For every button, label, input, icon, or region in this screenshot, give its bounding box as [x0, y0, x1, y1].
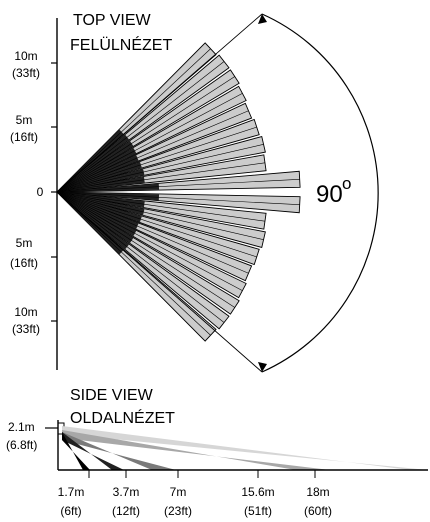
tick-label-33ft-top: (33ft) [12, 66, 40, 80]
mount-height-ft: (6.8ft) [6, 438, 37, 452]
detection-beam [56, 170, 301, 193]
detection-beam-centerline [56, 93, 243, 193]
tick-label-16ft-bottom: (16ft) [10, 256, 38, 270]
tick-label-5m-top: 5m [16, 113, 33, 127]
detection-beam-core [57, 192, 134, 244]
detection-beam-centerline [56, 191, 257, 258]
detection-fan [56, 42, 301, 342]
detection-beam [56, 191, 301, 214]
detection-beam-centerline [56, 48, 211, 193]
detection-beam-core [57, 161, 142, 192]
detection-beam-centerline [56, 162, 265, 193]
detection-beam-core [57, 192, 139, 229]
top-view-title-en: TOP VIEW [73, 12, 152, 29]
side-beam-18m [62, 426, 428, 470]
detection-beam-core [57, 155, 139, 192]
distance-12ft: (12ft) [112, 504, 140, 518]
detection-beam-centerline [56, 191, 235, 308]
detection-beam-centerline [56, 191, 264, 240]
detection-beam-centerline [56, 191, 265, 222]
distance-7m: 7m [170, 485, 187, 499]
distance-23ft: (23ft) [164, 504, 192, 518]
angle-label-backing [312, 172, 354, 208]
detection-beam-core [57, 169, 145, 192]
detection-beam-core [57, 192, 160, 201]
angle-leg-top [56, 13, 263, 193]
detection-beam-centerline [56, 191, 249, 274]
angle-value: 90 [316, 181, 343, 208]
detection-beam-centerline [56, 191, 243, 291]
distance-6ft: (6ft) [60, 504, 81, 518]
tick-label-5m-bottom: 5m [16, 236, 33, 250]
detection-beam-centerline [56, 191, 211, 336]
tick-label-10m-bottom: 10m [14, 305, 37, 319]
angle-leg-bottom [56, 191, 263, 373]
angle-arrow-bottom [258, 362, 267, 372]
detection-beam-centerline [56, 191, 300, 206]
tick-label-zero: 0 [37, 185, 44, 199]
distance-15-6m: 15.6m [241, 485, 274, 499]
detection-beam-core [57, 192, 137, 237]
detection-beam-centerline [56, 144, 264, 193]
tick-label-33ft-bottom: (33ft) [12, 322, 40, 336]
distance-18m: 18m [306, 485, 329, 499]
detection-beam-centerline [56, 178, 300, 193]
tick-label-10m-top: 10m [14, 49, 37, 63]
detection-beam-centerline [56, 110, 249, 193]
distance-1-7m: 1.7m [58, 485, 85, 499]
detection-beam-core [57, 183, 160, 192]
detection-beam-core [57, 192, 142, 223]
detection-beam-centerline [56, 191, 225, 323]
distance-51ft: (51ft) [244, 504, 272, 518]
detection-beam-centerline [56, 76, 235, 193]
distance-3-7m: 3.7m [113, 485, 140, 499]
tick-label-16ft-top: (16ft) [10, 130, 38, 144]
detection-beam-centerline [56, 126, 257, 193]
detection-beam-core [57, 176, 145, 192]
mount-height-m: 2.1m [8, 420, 35, 434]
top-view: TOP VIEW FELÜLNÉZET 10m (33ft) 5m (16ft)… [10, 12, 379, 373]
side-view-title-en: SIDE VIEW [70, 387, 154, 404]
detection-beam-centerline [56, 61, 225, 193]
angle-arrow-top [258, 14, 267, 24]
angle-arc [261, 13, 379, 373]
top-view-title-hu: FELÜLNÉZET [70, 35, 172, 54]
side-view-title-hu: OLDALNÉZET [70, 408, 175, 427]
distance-60ft: (60ft) [304, 504, 332, 518]
detection-beam-core [57, 147, 137, 192]
detection-beam-core [57, 140, 134, 192]
side-view: SIDE VIEW OLDALNÉZET 2.1m (6.8ft) 1.7m (… [6, 387, 428, 518]
angle-degree-symbol: o [342, 174, 351, 193]
